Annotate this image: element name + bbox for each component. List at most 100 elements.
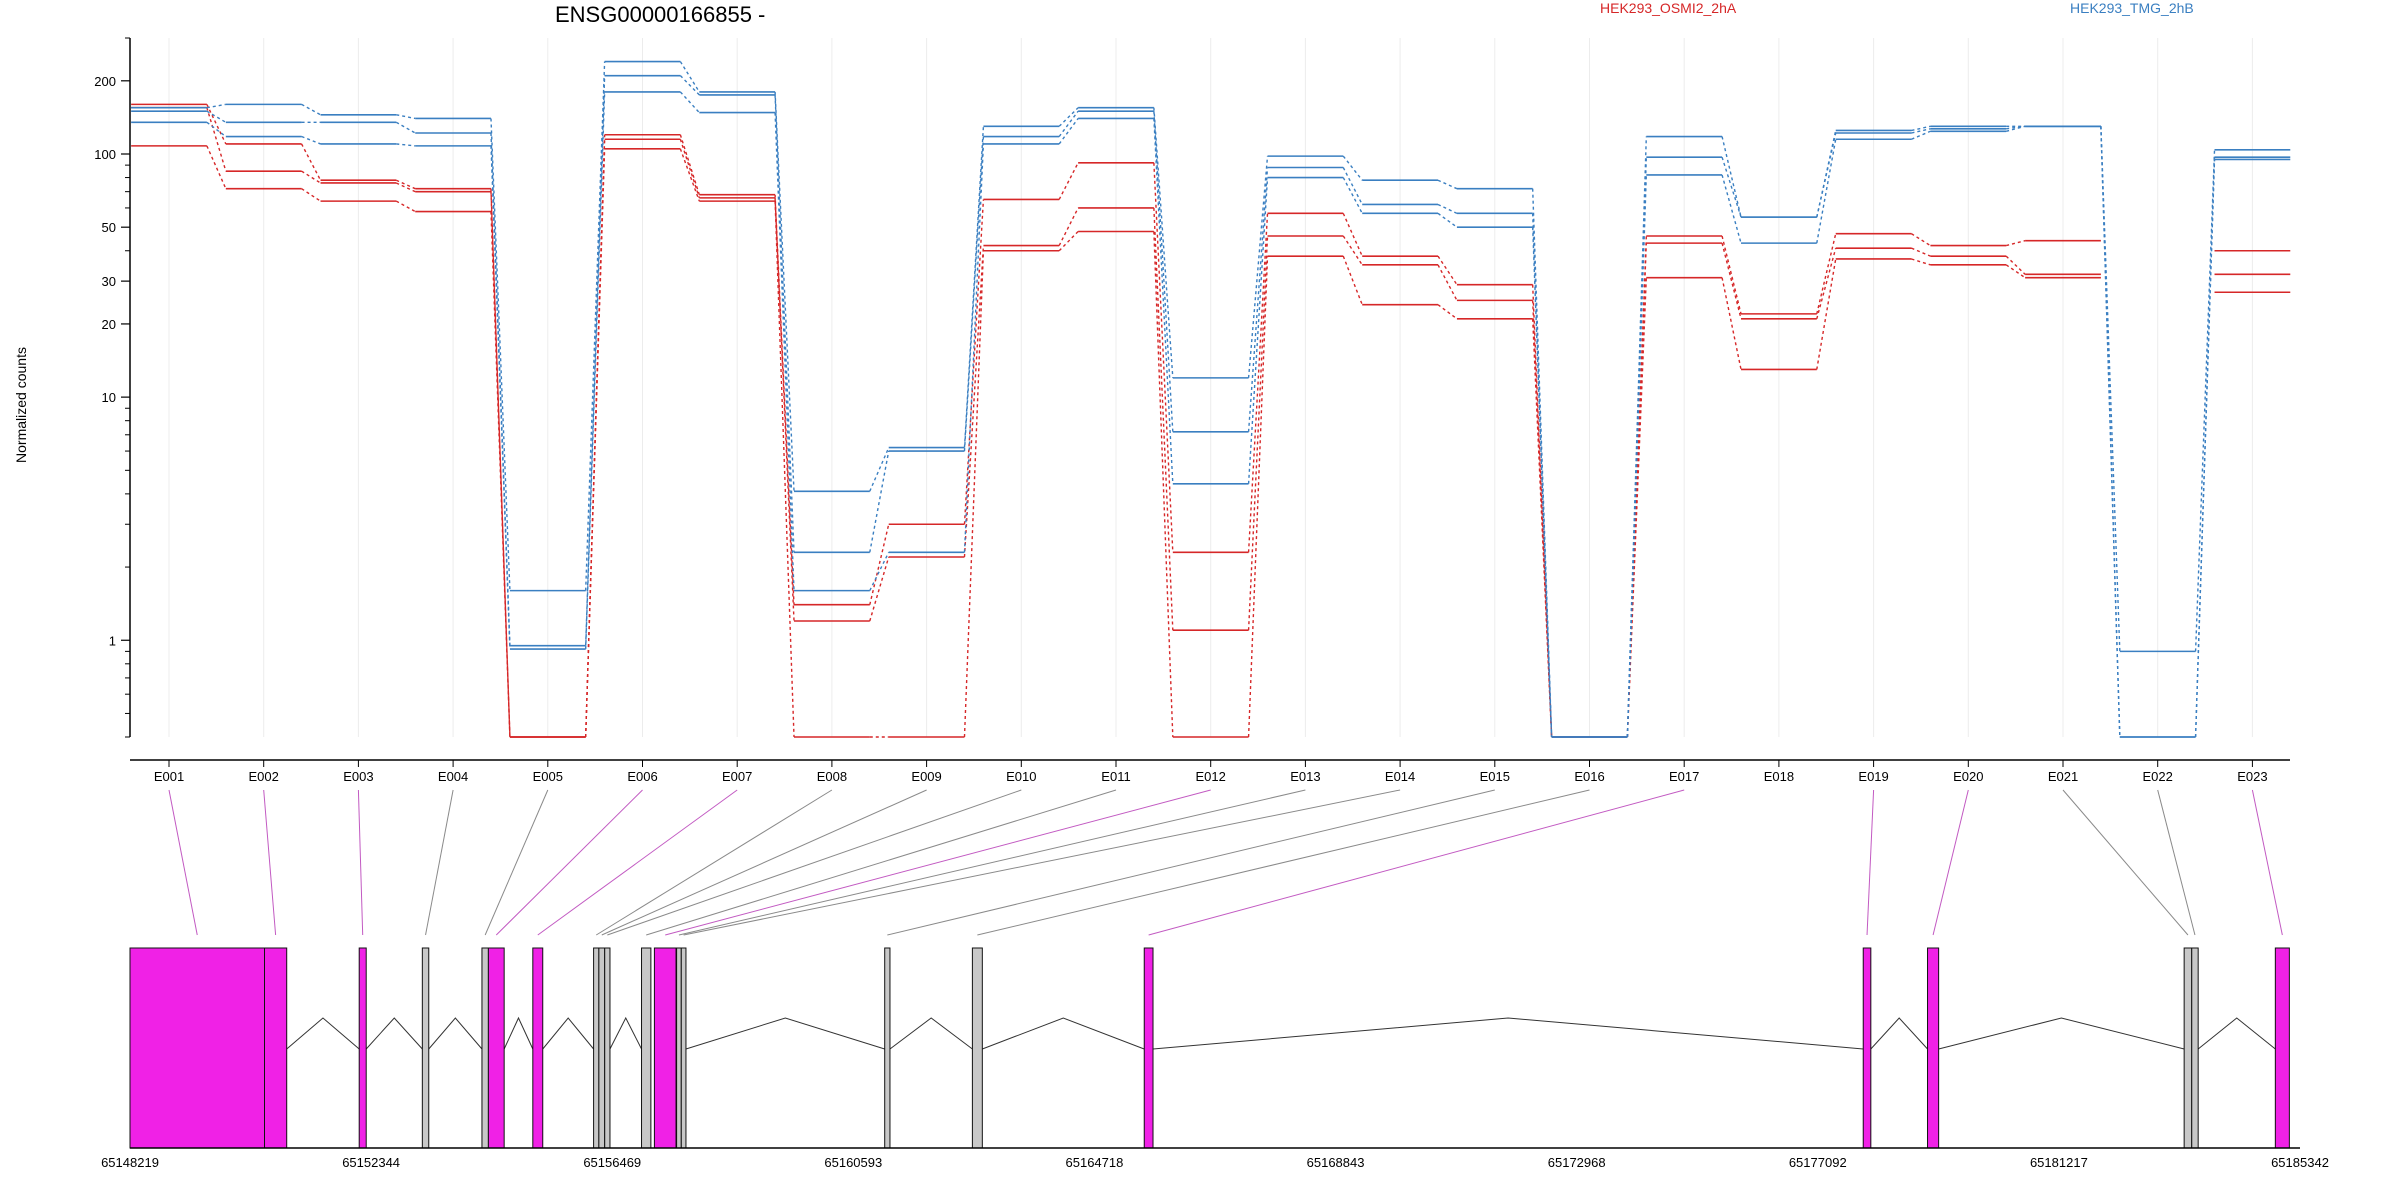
y-tick-label-1: 1	[109, 633, 116, 648]
series-2-link	[1531, 318, 1553, 738]
coord-label-65148219: 65148219	[101, 1155, 159, 1170]
series-5-link	[1058, 118, 1079, 145]
series-5-link	[301, 135, 321, 145]
coord-label-65152344: 65152344	[342, 1155, 400, 1170]
intron-line	[889, 1017, 973, 1050]
exon-E016	[971, 947, 983, 1149]
exon-E022	[2191, 947, 2199, 1149]
connector-E011	[646, 789, 1117, 936]
intron-line	[2197, 1017, 2276, 1050]
series-0-link	[679, 134, 700, 195]
series-5-link	[1153, 118, 1174, 484]
x-tick-label-E007: E007	[722, 769, 752, 784]
series-3-link	[1342, 155, 1363, 181]
series-3-link	[1721, 136, 1742, 218]
coord-label-65156469: 65156469	[583, 1155, 641, 1170]
connector-E006	[495, 789, 643, 936]
connector-E010	[607, 789, 1022, 936]
exon-E007	[532, 947, 544, 1149]
series-4-link	[395, 121, 416, 134]
series-0-link	[963, 199, 985, 525]
series-5-link	[963, 143, 985, 553]
intron-line	[542, 1017, 594, 1050]
y-axis: 1 10 20 30 50 100 200	[94, 37, 131, 738]
intron-line	[982, 1017, 1145, 1050]
series-0-link	[206, 104, 227, 145]
series-3-link	[1058, 107, 1079, 127]
exon-E004	[421, 947, 430, 1149]
exon-E003	[358, 947, 367, 1149]
exon-E020	[1927, 947, 1940, 1149]
x-tick-label-E022: E022	[2143, 769, 2173, 784]
series-4-link	[963, 136, 985, 452]
x-tick-label-E015: E015	[1480, 769, 1510, 784]
exon-E019	[1862, 947, 1872, 1149]
series-1-link	[679, 139, 700, 199]
series-3-link	[1437, 179, 1458, 190]
intron-line	[609, 1016, 642, 1050]
exon-E002	[264, 947, 288, 1149]
x-tick-label-E023: E023	[2237, 769, 2267, 784]
series-1-link	[395, 182, 416, 193]
y-tick-label-50: 50	[102, 220, 116, 235]
series-2-link	[1437, 304, 1458, 320]
connector-E023	[2251, 789, 2283, 936]
series-5-link	[2100, 126, 2121, 738]
series-3-link	[396, 114, 416, 120]
series-5-link	[584, 91, 606, 650]
y-tick-label-30: 30	[102, 274, 116, 289]
series-0-link	[774, 194, 795, 605]
exon-E017	[1143, 947, 1154, 1149]
x-tick-label-E011: E011	[1101, 769, 1130, 784]
series-5-link	[2194, 159, 2216, 738]
series-5-link	[774, 112, 795, 591]
series-1-link	[1816, 247, 1837, 319]
series-5-link	[206, 121, 227, 138]
x-tick-label-E001: E001	[154, 769, 184, 784]
series-4-link	[1721, 157, 1742, 218]
series-0-link	[2006, 240, 2026, 247]
series-2-link	[395, 200, 416, 213]
series-0-link	[300, 143, 322, 181]
series-0-link	[1911, 233, 1931, 247]
x-tick-label-E010: E010	[1006, 769, 1036, 784]
connector-E022	[2157, 789, 2196, 936]
intron-line	[503, 1016, 534, 1050]
x-tick-label-E019: E019	[1858, 769, 1888, 784]
coord-label-65185342: 65185342	[2271, 1155, 2329, 1170]
exon-E015	[884, 947, 891, 1149]
exon-E010	[604, 947, 611, 1149]
series-5-link	[1342, 177, 1363, 214]
series-4-link	[1058, 110, 1079, 137]
gene-model	[129, 947, 2300, 1149]
x-tick-label-E009: E009	[911, 769, 941, 784]
exon-E001	[129, 947, 266, 1149]
legend-entry-tmg: HEK293_TMG_2hB	[2070, 0, 2194, 16]
series-4-link	[206, 110, 227, 123]
coord-label-65160593: 65160593	[824, 1155, 882, 1170]
series-2-link	[490, 211, 511, 738]
series-2-link	[1058, 231, 1079, 252]
series-2-link	[1721, 277, 1742, 370]
series-1-link	[301, 170, 321, 184]
x-tick-label-E003: E003	[343, 769, 373, 784]
x-tick-label-E018: E018	[1764, 769, 1794, 784]
exon-E021	[2183, 947, 2193, 1149]
intron-line	[428, 1017, 483, 1050]
connector-E005	[484, 789, 549, 936]
series-4-link	[1342, 167, 1363, 205]
series-3-link	[679, 61, 700, 93]
series-0-link	[1058, 162, 1079, 200]
series-2-link	[1911, 258, 1931, 266]
series-5-link	[869, 551, 890, 591]
coordinate-axis: 65148219 65152344 65156469 65160593 65164718…	[101, 1155, 2329, 1170]
series-3-link	[206, 103, 226, 109]
series-4-link	[1437, 203, 1458, 214]
series-0-link	[1342, 213, 1363, 257]
series-2-link	[1342, 255, 1363, 305]
series-5-link	[1626, 174, 1648, 738]
series-4-link	[869, 450, 890, 553]
connector-E003	[357, 789, 364, 936]
x-tick-label-E002: E002	[249, 769, 279, 784]
